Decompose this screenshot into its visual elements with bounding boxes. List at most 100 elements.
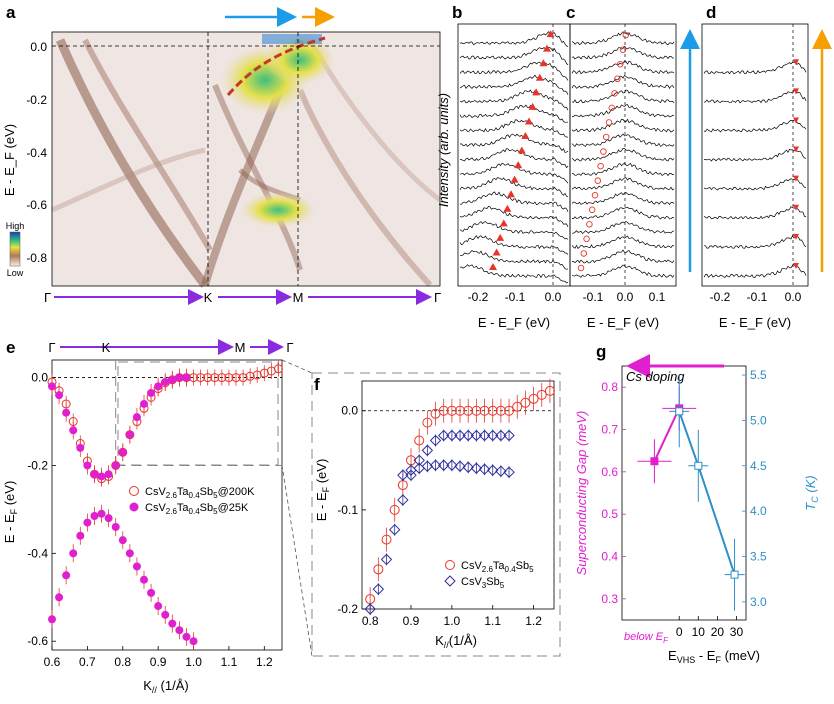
g-yr-tick-label: 4.5 <box>750 459 767 473</box>
g-axes: 0 10 20 30 0.3 0.4 0.5 0.6 0.7 0.8 3.0 3.5 4.0 4.5 5.0… <box>601 368 767 639</box>
e-point-25k <box>175 373 184 382</box>
edc-peak-marker <box>528 102 537 110</box>
f-point-pure <box>478 429 491 442</box>
bcd-ylabel: Intensity (arb. units) <box>436 93 451 207</box>
edc-curve <box>571 133 675 148</box>
f-point-pure <box>421 444 434 457</box>
a-ylabel: E - E_F (eV) <box>2 124 17 196</box>
edc-curve <box>703 148 807 162</box>
edc-peak-marker <box>616 60 624 68</box>
path-m: M <box>293 290 304 305</box>
c-xtick: -0.1 <box>583 290 604 304</box>
edc-peak-marker <box>793 59 799 66</box>
e-xlabel: K// (1/Å) <box>143 678 188 695</box>
panel-label-e: e <box>6 338 15 357</box>
edc-peak-marker <box>588 206 596 214</box>
bcd-xticks: -0.2 -0.1 0.0 -0.1 0.0 0.1 -0.2 -0.1 0.0 <box>468 290 802 304</box>
b-xlabel: E - E_F (eV) <box>478 315 550 330</box>
edc-curve <box>459 74 569 95</box>
edc-peak-marker <box>793 175 799 182</box>
edc-curve <box>571 89 675 104</box>
e-point-25k <box>168 375 177 384</box>
y-tick-label: 0.0 <box>31 371 48 385</box>
e-point-25k <box>111 461 120 470</box>
below-ef-label: below EF <box>624 631 669 645</box>
edc-peak-marker <box>510 175 519 183</box>
e-point-25k <box>182 632 191 641</box>
e-legend-25k: CsV2.6Ta0.4Sb5@25K <box>145 502 249 516</box>
e-point-25k <box>154 382 163 391</box>
edc-curves-b <box>459 30 569 284</box>
f-point-pure <box>454 429 466 442</box>
e-point-200k <box>252 370 262 380</box>
x-tick-label: 1.0 <box>185 655 202 669</box>
e-point-200k <box>273 364 283 374</box>
f-legend-pure: CsV3Sb5 <box>461 576 505 590</box>
edc-curve <box>459 205 569 228</box>
edc-curve <box>703 206 806 220</box>
f-axes: 0.8 0.9 1.0 1.1 1.2 0.0 -0.1 -0.2 <box>337 404 554 628</box>
edc-peak-marker <box>602 133 610 141</box>
f-legend-ta: CsV2.6Ta0.4Sb5 <box>461 560 534 574</box>
f-point-pure <box>495 429 507 442</box>
g-tc-point <box>730 570 739 579</box>
x-tick-label: 1.1 <box>484 614 501 628</box>
edc-peak-marker <box>539 59 548 67</box>
f-point-pure <box>470 429 483 442</box>
e-point-25k <box>154 602 163 611</box>
cs-doping-label: Cs doping <box>626 369 685 384</box>
path-gamma: Γ <box>44 290 51 305</box>
f-point-ta <box>463 405 474 416</box>
e-point-25k <box>118 536 127 545</box>
f-point-pure <box>397 494 409 506</box>
f-point-ta <box>528 393 539 404</box>
e-path-k: K <box>102 340 111 355</box>
e-point-25k <box>76 443 85 452</box>
a-path-axis: Γ K M Γ <box>44 289 441 305</box>
e-axes: 0.6 0.7 0.8 0.9 1.0 1.1 1.2 0.0 -0.2 -0.4 -0.6 <box>27 360 282 669</box>
edc-peak-marker <box>543 44 551 52</box>
g-yr-tick-label: 5.5 <box>750 368 767 382</box>
arpes-map <box>50 32 442 288</box>
e-point-25k <box>55 391 64 400</box>
edc-curve <box>571 249 675 264</box>
edc-curve <box>571 206 675 220</box>
edc-curve <box>459 250 569 270</box>
f-point-pure <box>495 465 507 477</box>
g-gap-point <box>650 457 659 466</box>
a-ytick: -0.4 <box>26 146 47 160</box>
e-point-200k <box>238 373 248 383</box>
f-point-pure <box>429 459 442 471</box>
e-path-m: M <box>235 340 246 355</box>
e-point-200k <box>224 373 234 383</box>
x-tick-label: 1.2 <box>525 614 542 628</box>
edc-curve <box>571 235 675 249</box>
edc-peak-marker <box>614 75 621 83</box>
e-point-25k <box>140 399 148 408</box>
f-point-pure <box>487 464 499 476</box>
edc-peak-marker <box>507 190 515 198</box>
f-point-pure <box>503 429 515 442</box>
d-xtick: 0.0 <box>785 290 802 304</box>
f-legend: CsV2.6Ta0.4Sb5 CsV3Sb5 <box>444 560 534 590</box>
edc-curve <box>459 133 569 153</box>
e-point-25k <box>97 509 106 518</box>
e-point-25k <box>161 377 170 386</box>
e-ylabel: E - EF (eV) <box>2 481 19 544</box>
e-path-gamma: Γ <box>48 340 55 355</box>
f-point-pure <box>437 429 450 442</box>
f-point-ta <box>438 405 449 416</box>
x-tick-label: 0.9 <box>403 614 420 628</box>
e-point-25k <box>90 470 99 479</box>
e-frame <box>51 359 283 651</box>
e-point-25k <box>48 615 56 624</box>
edc-curve <box>459 104 568 123</box>
g-gap-line <box>653 407 681 462</box>
edc-peak-marker <box>583 235 590 243</box>
e-point-25k <box>62 571 71 580</box>
g-ylabel-right: TC (K) <box>803 475 820 510</box>
panel-label-f: f <box>314 375 320 394</box>
f-point-ta <box>479 405 490 416</box>
x-tick-label: 1.1 <box>221 655 238 669</box>
f-point-ta <box>487 405 498 416</box>
